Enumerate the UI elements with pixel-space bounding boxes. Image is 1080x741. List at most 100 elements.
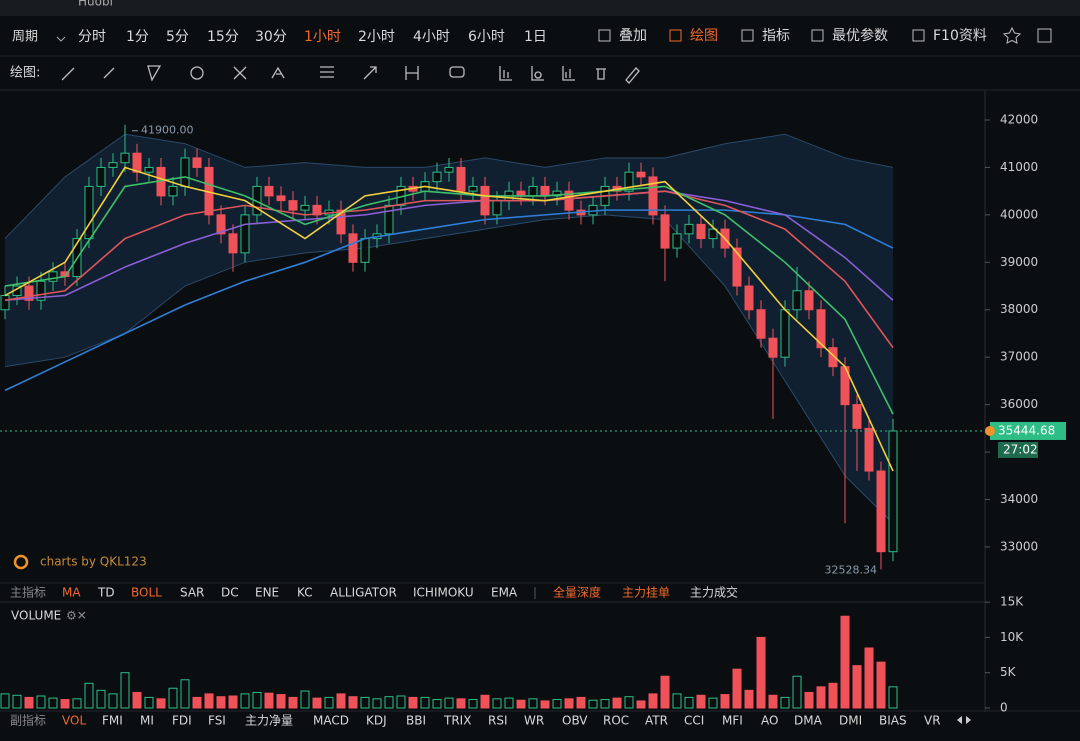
- tool[interactable]: F10资料: [933, 28, 987, 44]
- volume-bar: [804, 691, 814, 709]
- sub-indicator-tab[interactable]: OBV: [562, 714, 588, 728]
- sub-indicator-tab[interactable]: AO: [761, 714, 778, 728]
- volume-bar: [336, 693, 346, 709]
- indicator-tab[interactable]: ALLIGATOR: [330, 586, 397, 600]
- volume-bar: [696, 694, 706, 709]
- sub-indicator-tab[interactable]: MFI: [722, 714, 743, 728]
- ma-line: [4, 176, 894, 415]
- sub-indicator-tab[interactable]: 副指标: [10, 713, 46, 728]
- tab-label[interactable]: Huobi: [78, 0, 113, 9]
- volume-bar: [684, 696, 694, 709]
- volume-bar: [324, 696, 334, 709]
- draw-tools[interactable]: [61, 65, 640, 84]
- sub-indicator-tab[interactable]: RSI: [488, 714, 508, 728]
- sub-indicator-tab[interactable]: VR: [924, 714, 941, 728]
- chevron: [56, 36, 66, 42]
- volume-bar: [624, 696, 634, 709]
- tool[interactable]: 最优参数: [832, 27, 888, 44]
- volume-bar: [216, 696, 226, 709]
- last-price-dot: [985, 425, 995, 436]
- indicator-tab[interactable]: KC: [297, 586, 313, 600]
- sub-indicator-tab[interactable]: KDJ: [366, 714, 387, 728]
- sub-indicator-tab[interactable]: CCI: [684, 714, 704, 728]
- period[interactable]: 1分: [126, 29, 149, 45]
- sub-indicator-tab[interactable]: TRIX: [443, 714, 471, 728]
- sub-indicator-tab[interactable]: FDI: [172, 714, 192, 728]
- candle-body: [444, 166, 454, 173]
- tool-icon[interactable]: [912, 29, 925, 42]
- sub-indicator-tab[interactable]: BBI: [406, 714, 426, 728]
- star[interactable]: [1002, 26, 1022, 44]
- fullscreen[interactable]: [1037, 28, 1052, 43]
- period[interactable]: 30分: [255, 29, 287, 45]
- indicator-tab[interactable]: SAR: [180, 586, 204, 600]
- sub-indicator-tab[interactable]: BIAS: [879, 714, 907, 728]
- period[interactable]: 5分: [166, 29, 189, 45]
- period[interactable]: 2小时: [358, 29, 395, 45]
- sub-indicator-tab[interactable]: VOL: [62, 714, 86, 728]
- candle-body: [864, 427, 874, 472]
- indicator-tab[interactable]: BOLL: [131, 586, 162, 600]
- tool-icon[interactable]: [741, 29, 754, 42]
- indicator-tab[interactable]: ICHIMOKU: [413, 586, 474, 600]
- sub-indicator-tab[interactable]: ATR: [645, 714, 668, 728]
- y-tick-label: 37000: [1000, 350, 1038, 364]
- period[interactable]: 4小时: [413, 29, 450, 45]
- indicator-tab[interactable]: DC: [221, 586, 239, 600]
- indicator-tab[interactable]: 主力挂单: [622, 586, 670, 600]
- period[interactable]: 6小时: [468, 29, 505, 45]
- volume-tick-label: 10K: [1000, 630, 1024, 644]
- tool-icon[interactable]: [669, 29, 682, 42]
- tool[interactable]: 叠加: [619, 28, 647, 44]
- sub-indicator-tab[interactable]: DMI: [839, 714, 862, 728]
- indicator-tab[interactable]: 主指标: [10, 585, 46, 600]
- indicator-tab[interactable]: EMA: [491, 586, 518, 600]
- sub-indicator-tab[interactable]: MI: [140, 714, 154, 728]
- volume-tick-label: 5K: [1000, 665, 1017, 679]
- volume-bar: [0, 693, 10, 709]
- indicator-tab[interactable]: 主力成交: [690, 585, 738, 600]
- sub-indicator-tab[interactable]: MACD: [313, 714, 349, 728]
- period[interactable]: 1小时: [304, 29, 341, 45]
- candle-body: [756, 309, 766, 339]
- period-label[interactable]: 周期: [12, 30, 38, 45]
- indicator-tab[interactable]: 全量深度: [553, 585, 601, 600]
- sub-indicator-tab[interactable]: DMA: [794, 714, 823, 728]
- volume-bar: [552, 699, 562, 709]
- period[interactable]: 1日: [524, 29, 547, 45]
- indicator-tab[interactable]: ENE: [255, 586, 279, 600]
- tool-icon[interactable]: [811, 29, 824, 42]
- sub-indicator-tab[interactable]: ROC: [603, 714, 629, 728]
- sub-indicator-tab[interactable]: FMI: [102, 714, 123, 728]
- period[interactable]: 15分: [207, 29, 239, 45]
- volume-bar: [588, 699, 598, 709]
- sub-indicator-tab[interactable]: FSI: [208, 714, 226, 728]
- y-tick-label: 39000: [1000, 255, 1038, 269]
- sub-indicator-tab[interactable]: 主力净量: [245, 714, 293, 728]
- scroll-arrows[interactable]: [957, 716, 971, 724]
- tool[interactable]: 绘图: [690, 28, 718, 44]
- tool[interactable]: 指标: [762, 28, 790, 44]
- candle-body: [348, 233, 358, 263]
- candle-body: [528, 185, 538, 197]
- volume-bar: [828, 682, 838, 709]
- indicator-tab[interactable]: MA: [62, 586, 81, 600]
- candle-body: [0, 295, 10, 311]
- y-tick-label: 33000: [1000, 539, 1038, 553]
- volume-settings[interactable]: ⚙✕: [66, 609, 87, 623]
- tool-icon[interactable]: [598, 29, 611, 42]
- candle-body: [120, 152, 130, 164]
- countdown: 27:02: [1003, 442, 1038, 456]
- volume-bar: [732, 668, 742, 709]
- candle-body: [24, 285, 34, 301]
- volume-title: VOLUME: [11, 609, 61, 623]
- sub-indicator-tab[interactable]: WR: [524, 714, 544, 728]
- period[interactable]: 分时: [78, 29, 106, 45]
- indicator-tab[interactable]: TD: [97, 586, 115, 600]
- volume-bar: [156, 698, 166, 709]
- candle-body: [816, 309, 826, 349]
- top-tabs: [0, 0, 1080, 16]
- y-tick-label: 41000: [1000, 160, 1038, 174]
- band-fill: [5, 134, 893, 524]
